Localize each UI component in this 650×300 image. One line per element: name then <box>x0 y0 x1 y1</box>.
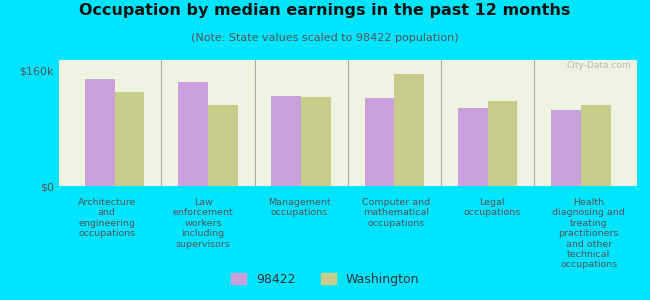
Bar <box>114 92 144 186</box>
Bar <box>301 98 331 186</box>
Text: Health
diagnosing and
treating
practitioners
and other
technical
occupations: Health diagnosing and treating practitio… <box>552 198 625 269</box>
Bar <box>395 74 424 186</box>
Bar <box>365 98 395 186</box>
Text: Computer and
mathematical
occupations: Computer and mathematical occupations <box>362 198 430 228</box>
Bar <box>208 105 238 186</box>
Bar <box>488 101 517 186</box>
Bar <box>458 108 488 186</box>
Bar <box>581 105 611 186</box>
Text: Architecture
and
engineering
occupations: Architecture and engineering occupations <box>77 198 136 238</box>
Text: City-Data.com: City-Data.com <box>567 61 631 70</box>
Text: (Note: State values scaled to 98422 population): (Note: State values scaled to 98422 popu… <box>191 33 459 43</box>
Bar <box>551 110 581 186</box>
Bar <box>271 96 301 186</box>
Text: Management
occupations: Management occupations <box>268 198 331 218</box>
Bar <box>178 82 208 186</box>
Text: Law
enforcement
workers
including
supervisors: Law enforcement workers including superv… <box>173 198 233 249</box>
Bar <box>84 80 114 186</box>
Text: Occupation by median earnings in the past 12 months: Occupation by median earnings in the pas… <box>79 3 571 18</box>
Legend: 98422, Washington: 98422, Washington <box>226 268 424 291</box>
Text: Legal
occupations: Legal occupations <box>463 198 521 218</box>
